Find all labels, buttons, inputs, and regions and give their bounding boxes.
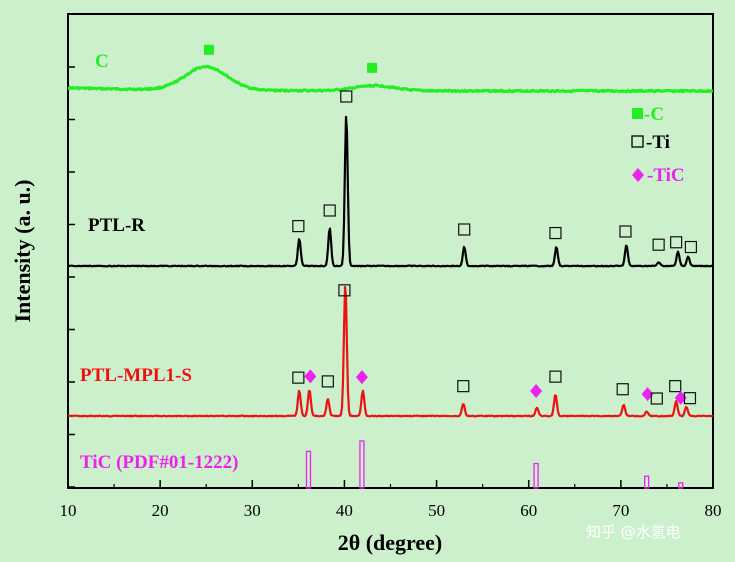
- marker-ti: [292, 219, 305, 233]
- legend-symbol-c: [632, 108, 643, 119]
- reference-bar: [644, 475, 650, 489]
- marker-ti: [457, 380, 470, 393]
- peak-markers: [203, 44, 697, 405]
- marker-tic: [674, 390, 687, 405]
- marker-ti: [549, 370, 562, 383]
- reference-bar: [678, 482, 684, 489]
- reference-bars: [305, 440, 684, 489]
- marker-ti: [549, 226, 562, 240]
- x-tick-label: 30: [244, 501, 261, 520]
- marker-ti: [323, 204, 336, 217]
- marker-ti: [670, 236, 683, 249]
- marker-ti: [321, 375, 334, 388]
- x-tick-label: 10: [60, 501, 77, 520]
- x-tick-label: 70: [612, 501, 629, 520]
- marker-ti: [292, 371, 305, 384]
- marker-tic: [355, 370, 368, 385]
- series-label-c: C: [95, 51, 109, 72]
- legend-symbol-ti: [631, 135, 644, 148]
- marker-ti: [652, 238, 665, 251]
- marker-c: [367, 62, 378, 73]
- series-label-ptl-mpl1-s: PTL-MPL1-S: [80, 365, 192, 386]
- marker-ti: [340, 90, 353, 103]
- diffraction-traces: [67, 64, 714, 418]
- trace-1: [67, 115, 714, 268]
- marker-ti: [684, 240, 697, 254]
- trace-0: [67, 64, 714, 94]
- x-tick-label: 80: [705, 501, 722, 520]
- legend-symbol-tic: [632, 168, 644, 182]
- marker-ti: [619, 225, 632, 238]
- marker-c: [203, 44, 214, 55]
- marker-ti: [669, 380, 682, 393]
- legend-text-ti: -Ti: [646, 132, 670, 153]
- x-tick-label: 20: [152, 501, 169, 520]
- series-label-ptl-r: PTL-R: [88, 215, 145, 236]
- marker-tic: [304, 369, 317, 384]
- y-axis-title: Intensity (a. u.): [10, 179, 35, 322]
- watermark-text: 知乎 @水氢电: [586, 523, 681, 541]
- marker-ti: [338, 284, 351, 297]
- legend-text-c: -C: [644, 104, 664, 125]
- reference-label: TiC (PDF#01-1222): [80, 452, 239, 473]
- reference-bar: [305, 450, 312, 489]
- x-tick-label: 50: [428, 501, 445, 520]
- x-tick-label: 40: [336, 501, 353, 520]
- reference-bar: [533, 462, 539, 489]
- marker-ti: [458, 223, 471, 236]
- reference-bar: [359, 440, 365, 489]
- marker-tic: [530, 384, 543, 399]
- trace-2: [67, 285, 714, 418]
- marker-ti: [616, 383, 629, 396]
- legend-text-tic: -TiC: [647, 165, 685, 186]
- marker-ti: [683, 392, 697, 405]
- legend: -C -Ti -TiC: [631, 104, 685, 186]
- x-axis-title: 2θ (degree): [338, 530, 443, 555]
- marker-ti: [650, 392, 663, 405]
- marker-tic: [641, 387, 654, 402]
- x-tick-label: 60: [520, 501, 537, 520]
- axis-ticks: 10 20 30 40 50 60 70 80: [60, 66, 722, 520]
